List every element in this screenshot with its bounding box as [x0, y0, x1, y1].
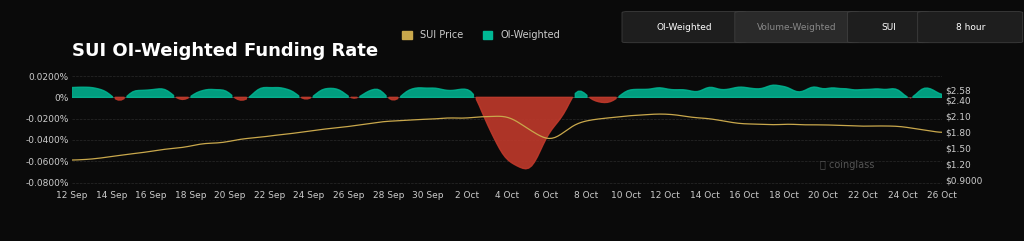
FancyBboxPatch shape: [848, 12, 930, 43]
Text: 8 hour: 8 hour: [955, 23, 985, 32]
Text: OI-Weighted: OI-Weighted: [656, 23, 712, 32]
Text: Volume-Weighted: Volume-Weighted: [758, 23, 837, 32]
Text: SUI OI-Weighted Funding Rate: SUI OI-Weighted Funding Rate: [72, 42, 378, 60]
Text: SUI: SUI: [881, 23, 896, 32]
Text: 🔦 coinglass: 🔦 coinglass: [820, 160, 874, 170]
FancyBboxPatch shape: [735, 12, 859, 43]
FancyBboxPatch shape: [918, 12, 1023, 43]
Legend: SUI Price, OI-Weighted: SUI Price, OI-Weighted: [398, 27, 564, 44]
FancyBboxPatch shape: [622, 12, 746, 43]
